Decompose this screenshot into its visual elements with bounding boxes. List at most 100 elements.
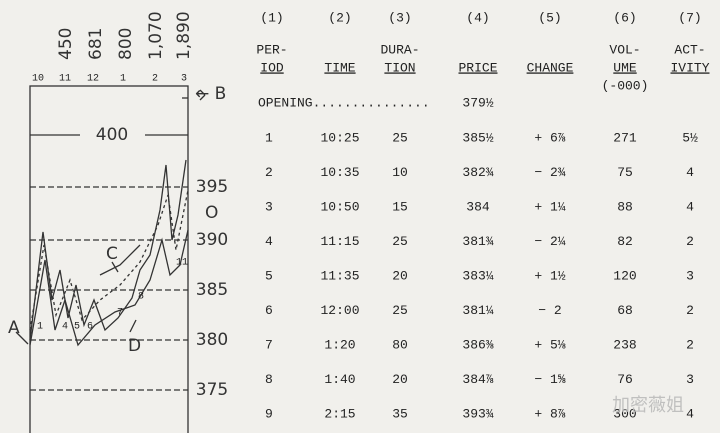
column-number: (6) bbox=[613, 10, 636, 25]
column-header: CHANGE bbox=[527, 60, 574, 75]
table-cell: 2:15 bbox=[324, 406, 355, 421]
opening-label: OPENING............... bbox=[258, 95, 430, 110]
column-number: (2) bbox=[328, 10, 351, 25]
table-cell: 4 bbox=[686, 199, 694, 214]
table-cell: 10 bbox=[392, 165, 408, 180]
table-cell: 386⅜ bbox=[462, 337, 493, 352]
sketch-line bbox=[29, 189, 189, 331]
hour-label: 10 bbox=[32, 74, 44, 85]
table-cell: 4 bbox=[686, 406, 694, 421]
column-header: TIME bbox=[324, 60, 355, 75]
table-cell: 10:25 bbox=[320, 130, 359, 145]
sketch-line bbox=[29, 159, 187, 341]
column-header: DURA- bbox=[380, 42, 419, 57]
table-cell: 12:00 bbox=[320, 303, 359, 318]
table-cell: 15 bbox=[392, 199, 408, 214]
table-cell: 68 bbox=[617, 303, 633, 318]
arrow bbox=[199, 94, 206, 101]
table-cell: 383¼ bbox=[462, 268, 493, 283]
table-cell: 1 bbox=[265, 130, 273, 145]
point-label: D bbox=[128, 336, 141, 356]
volume-label: 450 bbox=[56, 28, 76, 60]
price-label: 390 bbox=[196, 230, 228, 250]
volume-label: 1,070 bbox=[146, 11, 166, 60]
hour-label: 12 bbox=[87, 74, 99, 85]
sketch-line bbox=[29, 229, 189, 347]
table-cell: 20 bbox=[392, 268, 408, 283]
table-cell: 5 bbox=[265, 268, 273, 283]
table-cell: 6 bbox=[265, 303, 273, 318]
table-cell: 300 bbox=[613, 406, 636, 421]
sketch-line bbox=[99, 244, 141, 276]
table-cell: 381¼ bbox=[462, 303, 493, 318]
column-number: (3) bbox=[388, 10, 411, 25]
price-label: 395 bbox=[196, 177, 228, 197]
table-cell: 1:40 bbox=[324, 372, 355, 387]
table-cell: 80 bbox=[392, 337, 408, 352]
price-label: 380 bbox=[196, 330, 228, 350]
volume-label: 1,890 bbox=[174, 11, 194, 60]
segment-label: 5 bbox=[74, 322, 80, 333]
column-header: ACT- bbox=[674, 42, 705, 57]
table-cell: − 1⅝ bbox=[534, 372, 565, 387]
column-number: (5) bbox=[538, 10, 561, 25]
arrow bbox=[129, 319, 137, 333]
table-cell: 11:35 bbox=[320, 268, 359, 283]
point-label: A bbox=[8, 318, 20, 338]
table-cell: 88 bbox=[617, 199, 633, 214]
table-cell: 2 bbox=[686, 303, 694, 318]
column-header: VOL- bbox=[609, 42, 640, 57]
segment-label: 4 bbox=[62, 322, 68, 333]
table-cell: 2 bbox=[265, 165, 273, 180]
point-label: C bbox=[106, 244, 118, 264]
segment-label: 1 bbox=[37, 322, 43, 333]
table-cell: 271 bbox=[613, 130, 637, 145]
table-cell: 384⅞ bbox=[462, 372, 493, 387]
table-cell: 25 bbox=[392, 234, 408, 249]
table-cell: 20 bbox=[392, 372, 408, 387]
column-header: (-000) bbox=[602, 78, 649, 93]
table-cell: 3 bbox=[686, 268, 694, 283]
table-cell: − 2¼ bbox=[534, 234, 565, 249]
table-cell: 4 bbox=[686, 165, 694, 180]
table-cell: 9 bbox=[265, 406, 273, 421]
point-label: O bbox=[205, 203, 218, 223]
column-header: PER- bbox=[256, 42, 287, 57]
opening-price: 379½ bbox=[462, 95, 493, 110]
volume-label: 800 bbox=[116, 28, 136, 60]
table-cell: 3 bbox=[686, 372, 694, 387]
table-cell: 381¾ bbox=[462, 234, 493, 249]
table-cell: 35 bbox=[392, 406, 408, 421]
table-cell: 76 bbox=[617, 372, 633, 387]
table-cell: 382¾ bbox=[462, 165, 493, 180]
table-cell: 2 bbox=[686, 234, 694, 249]
chart-frame bbox=[29, 85, 189, 433]
column-header: PRICE bbox=[458, 60, 497, 75]
table-cell: 10:50 bbox=[320, 199, 359, 214]
table-cell: 238 bbox=[613, 337, 636, 352]
segment-label: 8 bbox=[138, 292, 144, 303]
table-cell: − 2¾ bbox=[534, 165, 565, 180]
column-header: TION bbox=[384, 60, 415, 75]
column-number: (1) bbox=[260, 10, 283, 25]
hour-label: 11 bbox=[59, 74, 71, 85]
arrow bbox=[199, 89, 206, 96]
table-cell: + 1½ bbox=[534, 268, 565, 283]
table-cell: 25 bbox=[392, 303, 408, 318]
table-cell: 82 bbox=[617, 234, 633, 249]
segment-label: 7 bbox=[117, 308, 123, 319]
segment-label: 11 bbox=[176, 258, 188, 269]
watermark: 加密薇姐 bbox=[612, 395, 684, 416]
column-header: IOD bbox=[260, 60, 284, 75]
hour-label: 3 bbox=[181, 74, 187, 85]
table-cell: 25 bbox=[392, 130, 408, 145]
table-cell: 1:20 bbox=[324, 337, 355, 352]
table-cell: + 8⅞ bbox=[534, 406, 565, 421]
column-number: (7) bbox=[678, 10, 701, 25]
table-cell: 3 bbox=[265, 199, 273, 214]
volume-label: 681 bbox=[86, 28, 106, 60]
table-cell: 8 bbox=[265, 372, 273, 387]
table-cell: 120 bbox=[613, 268, 636, 283]
table-cell: 10:35 bbox=[320, 165, 359, 180]
